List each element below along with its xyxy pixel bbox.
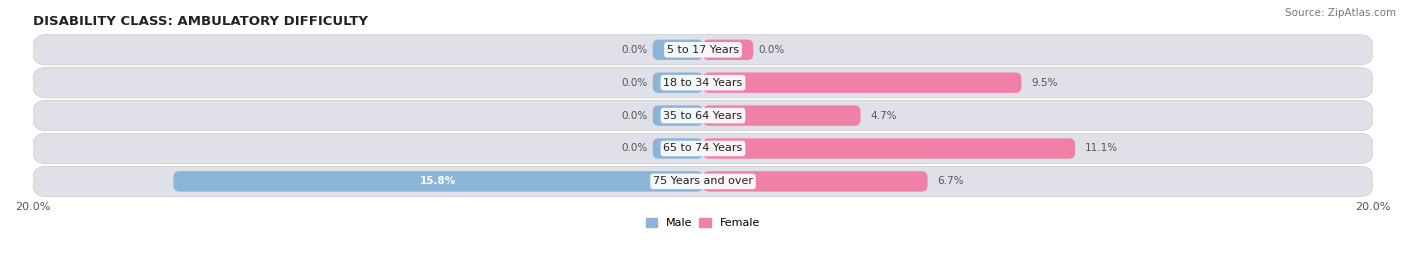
Text: 11.1%: 11.1% <box>1085 143 1118 154</box>
FancyBboxPatch shape <box>703 171 928 192</box>
FancyBboxPatch shape <box>32 68 1374 98</box>
Text: 0.0%: 0.0% <box>621 45 648 55</box>
Text: 4.7%: 4.7% <box>870 111 897 121</box>
FancyBboxPatch shape <box>652 105 703 126</box>
FancyBboxPatch shape <box>173 171 703 192</box>
FancyBboxPatch shape <box>703 40 754 60</box>
Text: DISABILITY CLASS: AMBULATORY DIFFICULTY: DISABILITY CLASS: AMBULATORY DIFFICULTY <box>32 15 368 28</box>
Text: 0.0%: 0.0% <box>621 111 648 121</box>
FancyBboxPatch shape <box>652 40 703 60</box>
FancyBboxPatch shape <box>703 105 860 126</box>
FancyBboxPatch shape <box>32 35 1374 65</box>
Text: 0.0%: 0.0% <box>621 143 648 154</box>
Text: 65 to 74 Years: 65 to 74 Years <box>664 143 742 154</box>
FancyBboxPatch shape <box>32 100 1374 131</box>
Text: 6.7%: 6.7% <box>938 176 965 186</box>
FancyBboxPatch shape <box>703 72 1021 93</box>
Text: 0.0%: 0.0% <box>758 45 785 55</box>
Legend: Male, Female: Male, Female <box>647 218 759 228</box>
Text: Source: ZipAtlas.com: Source: ZipAtlas.com <box>1285 8 1396 18</box>
Text: 5 to 17 Years: 5 to 17 Years <box>666 45 740 55</box>
FancyBboxPatch shape <box>32 166 1374 197</box>
Text: 35 to 64 Years: 35 to 64 Years <box>664 111 742 121</box>
Text: 15.8%: 15.8% <box>420 176 457 186</box>
FancyBboxPatch shape <box>652 72 703 93</box>
FancyBboxPatch shape <box>652 138 703 159</box>
Text: 0.0%: 0.0% <box>621 78 648 88</box>
FancyBboxPatch shape <box>32 133 1374 164</box>
Text: 18 to 34 Years: 18 to 34 Years <box>664 78 742 88</box>
FancyBboxPatch shape <box>703 138 1076 159</box>
Text: 75 Years and over: 75 Years and over <box>652 176 754 186</box>
Text: 9.5%: 9.5% <box>1032 78 1057 88</box>
